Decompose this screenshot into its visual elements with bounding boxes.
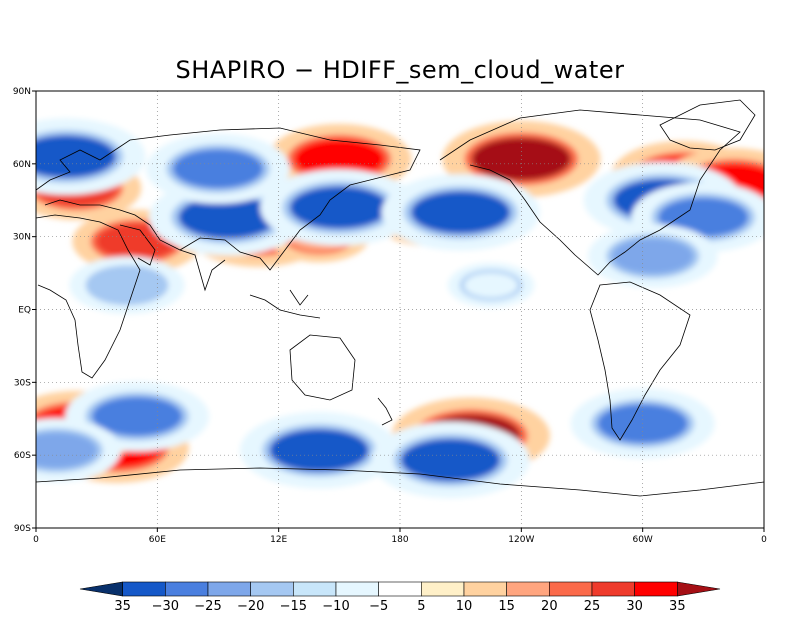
x-tick-label: 0	[33, 535, 39, 545]
colorbar-label: −10	[322, 599, 349, 614]
colorbar-segment	[463, 581, 507, 597]
field-core	[92, 396, 183, 436]
colorbar-segment	[634, 581, 678, 597]
x-tick-label: 0	[761, 535, 767, 545]
colorbar-label: −15	[280, 599, 307, 614]
colorbar-label: 15	[498, 599, 515, 614]
colorbar-segment	[122, 581, 166, 597]
colorbar-label: −20	[237, 599, 264, 614]
field-core	[91, 269, 163, 302]
field-core	[36, 432, 97, 469]
colorbar-segment	[549, 581, 593, 597]
colorbar-label: 20	[541, 599, 558, 614]
x-tick-label: 60E	[149, 535, 166, 545]
field-core	[36, 135, 116, 178]
colorbar-segment	[378, 581, 422, 597]
y-axis-ticks: 90N 60N 30N EQ 30S 60S 90S	[13, 87, 36, 534]
field-core	[294, 139, 385, 179]
colorbar-label: 35	[114, 599, 131, 614]
colorbar-label: 35	[669, 599, 686, 614]
field-core	[471, 137, 571, 181]
x-axis-ticks: 0 60E 12E 180 120W 60W 0	[33, 528, 767, 545]
colorbar-label: 25	[584, 599, 601, 614]
field-blobs	[36, 118, 764, 499]
y-tick-label: 30N	[13, 233, 31, 243]
coastlines	[36, 99, 764, 497]
colorbar-segment	[165, 581, 209, 597]
y-tick-label: 90S	[14, 524, 31, 534]
y-tick-label: 90N	[13, 87, 31, 97]
colorbar-label: 5	[417, 599, 425, 614]
y-tick-label: 30S	[14, 378, 31, 388]
colorbar: 35 −30 −25 −20 −15 −10 −5 5 10 15 20 25 30 35	[79, 581, 721, 614]
colorbar-segment	[293, 581, 337, 597]
colorbar-label: −25	[194, 599, 221, 614]
x-tick-label: 120W	[508, 535, 534, 545]
colorbar-label: 30	[626, 599, 643, 614]
gridlines	[36, 91, 764, 528]
x-tick-label: 12E	[270, 535, 287, 545]
colorbar-low-triangle	[79, 581, 123, 597]
colorbar-segment	[591, 581, 635, 597]
chart-title: SHAPIRO − HDIFF_sem_cloud_water	[175, 56, 625, 84]
colorbar-segment	[207, 581, 251, 597]
colorbar-segment	[421, 581, 465, 597]
field-core	[658, 197, 749, 237]
colorbar-label: −5	[369, 599, 388, 614]
colorbar-segment	[250, 581, 294, 597]
colorbar-label: −30	[152, 599, 179, 614]
y-tick-label: EQ	[18, 306, 31, 316]
field-core	[269, 429, 369, 472]
field-core	[289, 186, 389, 229]
colorbar-high-triangle	[677, 581, 721, 597]
colorbar-segment	[506, 581, 550, 597]
field-core	[173, 149, 263, 189]
x-tick-label: 60W	[632, 535, 652, 545]
field-core	[464, 272, 518, 298]
field-core	[178, 195, 278, 239]
field-core	[401, 438, 501, 482]
x-tick-label: 180	[391, 535, 408, 545]
y-tick-label: 60S	[14, 451, 31, 461]
colorbar-segment	[335, 581, 379, 597]
field-core	[612, 238, 694, 274]
colorbar-label: 10	[456, 599, 473, 614]
y-tick-label: 60N	[13, 160, 31, 170]
field-core	[411, 191, 511, 234]
